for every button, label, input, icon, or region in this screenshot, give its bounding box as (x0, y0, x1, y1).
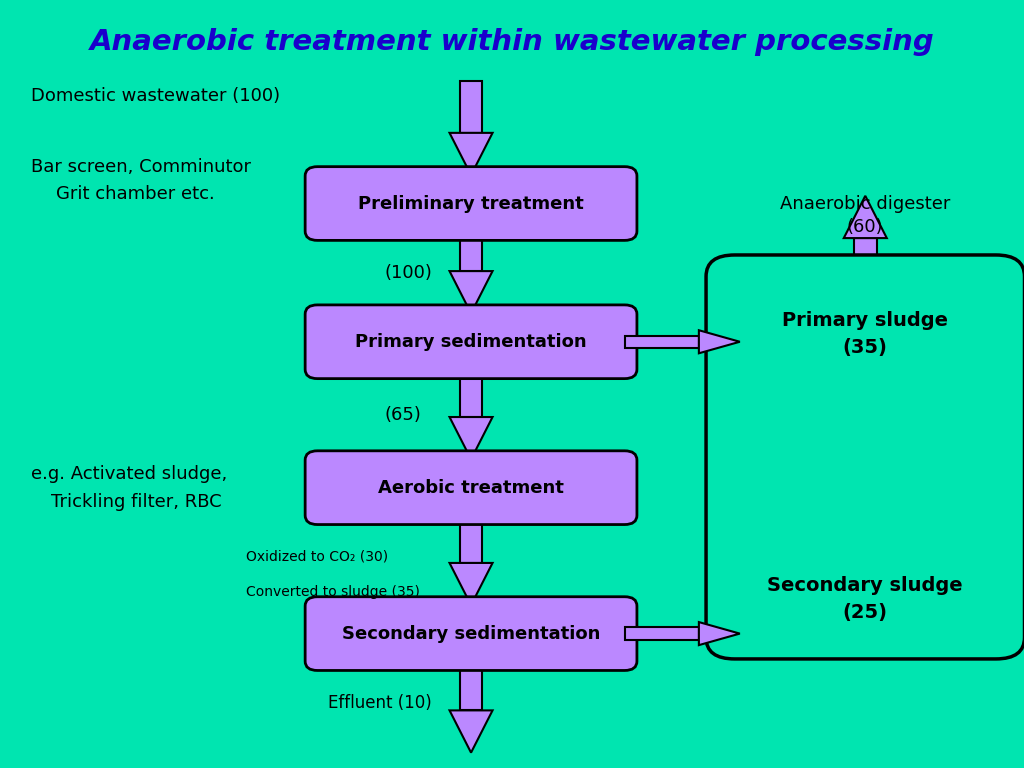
Text: Bar screen, Comminutor: Bar screen, Comminutor (31, 157, 251, 176)
FancyBboxPatch shape (707, 255, 1024, 659)
Text: (65): (65) (384, 406, 421, 424)
Text: Secondary sludge: Secondary sludge (767, 576, 964, 594)
Text: Primary sedimentation: Primary sedimentation (355, 333, 587, 351)
Bar (460, 369, 482, 417)
Text: Grit chamber etc.: Grit chamber etc. (56, 185, 215, 204)
Text: Anaerobic digester: Anaerobic digester (780, 194, 950, 213)
Text: (100): (100) (384, 263, 432, 282)
FancyBboxPatch shape (305, 167, 637, 240)
Polygon shape (450, 271, 493, 313)
Text: Effluent (10): Effluent (10) (328, 694, 431, 712)
Text: e.g. Activated sludge,: e.g. Activated sludge, (31, 465, 227, 483)
Text: Anaerobic treatment within wastewater processing: Anaerobic treatment within wastewater pr… (90, 28, 934, 56)
Text: Domestic wastewater (100): Domestic wastewater (100) (31, 87, 280, 105)
Bar (460, 81, 482, 133)
Bar (625, 336, 698, 348)
Bar (460, 231, 482, 271)
Text: Preliminary treatment: Preliminary treatment (358, 194, 584, 213)
Polygon shape (844, 196, 887, 238)
Text: Secondary sedimentation: Secondary sedimentation (342, 624, 600, 643)
FancyBboxPatch shape (305, 305, 637, 379)
Text: Converted to sludge (35): Converted to sludge (35) (246, 585, 420, 599)
Text: Primary sludge: Primary sludge (782, 311, 948, 329)
Polygon shape (698, 622, 739, 645)
Bar (460, 515, 482, 563)
Text: (25): (25) (843, 604, 888, 622)
Polygon shape (450, 133, 493, 175)
Bar (460, 661, 482, 710)
Text: Oxidized to CO₂ (30): Oxidized to CO₂ (30) (246, 550, 388, 564)
Polygon shape (698, 330, 739, 353)
FancyBboxPatch shape (305, 597, 637, 670)
Text: Trickling filter, RBC: Trickling filter, RBC (51, 492, 222, 511)
Bar (854, 238, 877, 276)
Text: (60): (60) (847, 217, 884, 236)
Polygon shape (450, 417, 493, 459)
Polygon shape (450, 563, 493, 605)
Bar (625, 627, 698, 640)
Polygon shape (450, 710, 493, 753)
Text: Aerobic treatment: Aerobic treatment (378, 478, 564, 497)
Text: (35): (35) (843, 339, 888, 357)
FancyBboxPatch shape (305, 451, 637, 525)
